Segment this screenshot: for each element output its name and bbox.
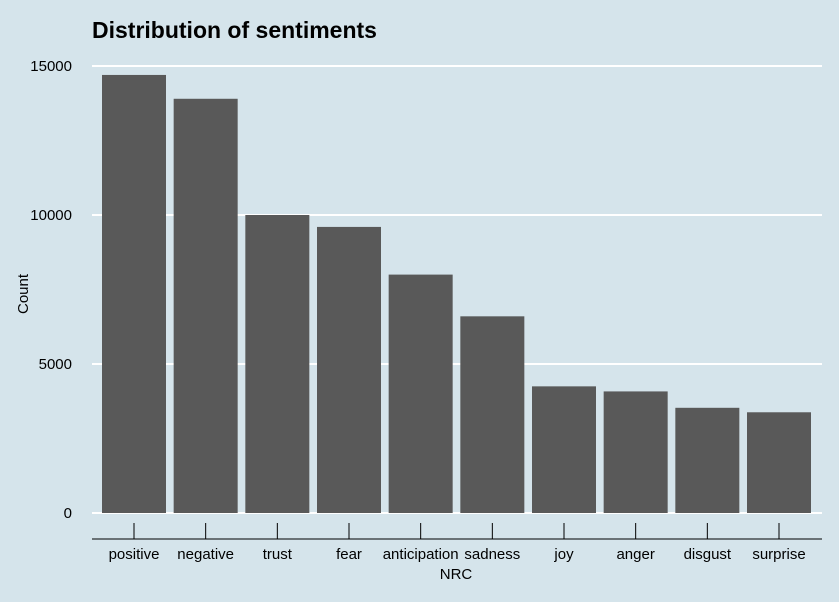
bars — [102, 74, 811, 514]
x-axis-label: NRC — [440, 566, 473, 583]
bar-joy — [532, 386, 596, 513]
y-tick-label: 15000 — [30, 58, 72, 75]
chart-title: Distribution of sentiments — [92, 17, 377, 43]
x-tick-label: disgust — [684, 546, 732, 563]
bar-trust — [245, 215, 310, 513]
bar-anger — [603, 391, 668, 513]
x-tick-label: sadness — [464, 546, 520, 563]
x-tick-label: anticipation — [383, 546, 459, 563]
x-tick-label: surprise — [752, 546, 805, 563]
bar-surprise — [747, 412, 811, 513]
x-tick-label: trust — [263, 546, 293, 563]
bar-anticipation — [388, 274, 453, 513]
bar-disgust — [675, 407, 740, 513]
y-tick-labels: 0 5000 10000 15000 — [30, 58, 72, 522]
y-axis-label: Count — [15, 273, 32, 314]
y-tick-label: 0 — [64, 505, 72, 522]
x-tick-label: negative — [177, 546, 234, 563]
y-tick-label: 5000 — [39, 356, 72, 373]
y-tick-label: 10000 — [30, 207, 72, 224]
bar-fear — [317, 226, 381, 514]
bar-sadness — [460, 316, 525, 513]
bar-negative — [173, 98, 238, 513]
bar-positive — [102, 74, 166, 513]
x-tick-label: anger — [616, 546, 654, 563]
x-tick-label: positive — [109, 546, 160, 563]
x-tick-label: joy — [553, 546, 574, 563]
x-ticks: positive negative trust fear anticipation sad… — [109, 523, 806, 563]
x-tick-label: fear — [336, 546, 362, 563]
